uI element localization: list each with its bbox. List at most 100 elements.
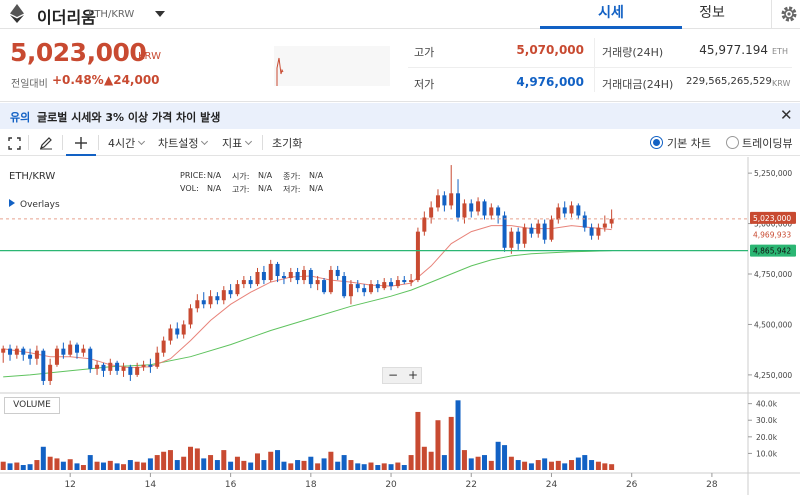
candle-body (556, 207, 561, 220)
volume-bar (194, 448, 200, 470)
volume-bar (515, 460, 521, 470)
volume-bar (60, 461, 66, 470)
crosshair-icon[interactable] (74, 136, 88, 150)
candle-body (609, 218, 614, 224)
volume-bar (488, 460, 494, 470)
volume-tick-label: 20.0k (756, 433, 778, 442)
volume-bar (495, 441, 501, 470)
candle-body (322, 280, 327, 293)
volume-bar (181, 456, 187, 470)
tradingview-radio[interactable] (726, 136, 739, 149)
volume-bar (34, 460, 40, 470)
y-tick-label: 4,250,000 (754, 371, 792, 380)
y-tick-label: 4,750,000 (754, 270, 792, 279)
low-value: 4,976,000 (516, 75, 584, 89)
candle-body (241, 280, 246, 285)
x-tick-label: 28 (706, 480, 718, 490)
x-tick-label: 24 (546, 480, 558, 490)
candle-body (522, 227, 527, 244)
candle-body (355, 284, 360, 289)
volume-bar (528, 463, 534, 470)
volume-bar (74, 463, 80, 470)
volume-bar (602, 463, 608, 470)
close-icon[interactable]: ✕ (780, 106, 793, 124)
candle-body (368, 284, 373, 293)
volume-bar (328, 451, 334, 470)
volume-bar (548, 461, 554, 470)
volume-bar (174, 460, 180, 470)
volume-bar (522, 461, 528, 470)
tradingview-label[interactable]: 트레이딩뷰 (742, 137, 793, 150)
volume-bar (481, 455, 487, 470)
chart-canvas[interactable]: 5,250,000 5,000,000 4,750,000 4,500,000 4,25… (0, 157, 800, 495)
volume-bar (381, 463, 387, 470)
chevron-down-icon (138, 137, 146, 146)
info-close: N/A (309, 171, 324, 180)
amount-unit: KRW (772, 79, 791, 88)
candle-body (442, 195, 447, 206)
volume-bar (315, 463, 321, 470)
volume-bar (275, 450, 281, 470)
reset-button[interactable]: 초기화 (272, 137, 303, 150)
info-price: N/A (207, 171, 222, 180)
candle-body (302, 269, 307, 281)
zoom-in-button[interactable]: + (407, 368, 419, 382)
volume-bar (508, 456, 514, 470)
candle-body (395, 280, 400, 287)
candle-body (569, 205, 574, 214)
info-price-label: PRICE: (180, 171, 207, 180)
volume-bar (582, 455, 588, 470)
play-icon (9, 199, 15, 207)
coin-dropdown-icon[interactable] (155, 11, 165, 17)
basic-chart-radio[interactable] (650, 136, 663, 149)
candle-body (68, 344, 73, 355)
volume-bar (589, 460, 595, 470)
zoom-out-button[interactable]: − (387, 368, 399, 382)
tab-quote[interactable]: 시세 (540, 0, 682, 29)
volume-bar (47, 456, 53, 470)
volume-bar (341, 455, 347, 470)
candle-body (576, 205, 581, 216)
pencil-icon[interactable] (39, 136, 53, 150)
candle-body (542, 223, 547, 240)
volume-value: 45,977.194 (699, 43, 768, 57)
candle-body (128, 366, 133, 375)
gear-icon[interactable] (779, 4, 799, 24)
basic-chart-label[interactable]: 기본 차트 (667, 137, 711, 150)
x-tick-label: 20 (385, 480, 397, 490)
coin-pair: ETH/KRW (88, 9, 135, 20)
volume-bar (415, 411, 421, 470)
volume-bar (455, 400, 461, 470)
divider (28, 135, 29, 150)
indicators-button[interactable]: 지표 (222, 135, 253, 151)
interval-select[interactable]: 4시간 (108, 135, 146, 151)
candle-body (502, 215, 507, 248)
tab-info[interactable]: 정보 (699, 5, 725, 21)
volume-bar (401, 465, 407, 470)
volume-bar (361, 464, 367, 470)
candle-body (208, 296, 213, 305)
fullscreen-icon[interactable] (8, 137, 21, 150)
volume-bar (201, 458, 207, 470)
chart-settings-label: 차트설정 (158, 137, 199, 150)
ethereum-icon (10, 4, 24, 23)
divider (262, 135, 263, 150)
candle-body (141, 364, 146, 367)
mini-chart (274, 46, 390, 86)
candle-body (342, 276, 347, 297)
candle-body (54, 348, 59, 365)
volume-bar (502, 445, 508, 470)
chart-settings-button[interactable]: 차트설정 (158, 135, 209, 151)
volume-bar (134, 461, 140, 470)
volume-bar (348, 460, 354, 470)
volume-bar (428, 451, 434, 470)
info-vol: N/A (207, 184, 222, 193)
candle-body (34, 350, 39, 359)
volume-bar (87, 455, 93, 470)
volume-bar (408, 455, 414, 470)
price-chart[interactable]: 5,250,000 5,000,000 4,750,000 4,500,000 4,25… (0, 157, 800, 495)
volume-bar (221, 450, 227, 470)
candle-body (48, 364, 53, 381)
overlays-toggle[interactable]: Overlays (9, 199, 60, 210)
candle-body (382, 282, 387, 289)
